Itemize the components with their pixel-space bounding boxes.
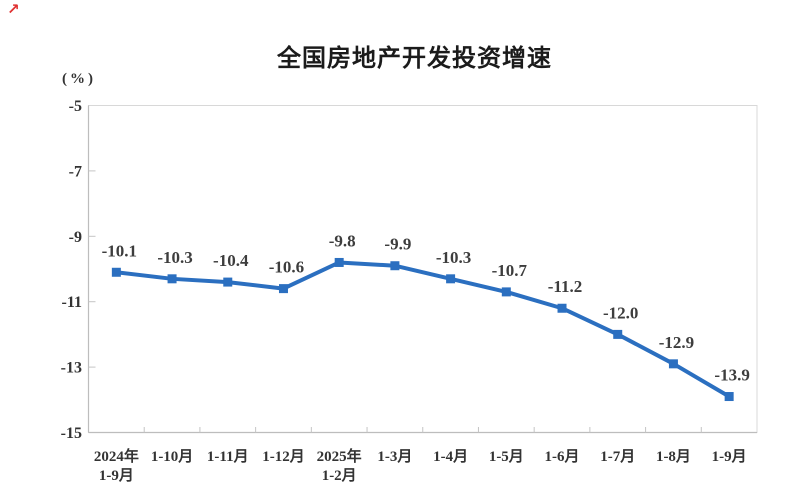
- data-point-marker: [501, 287, 511, 297]
- x-axis-label: 1-11月: [207, 448, 249, 465]
- data-point-marker: [334, 257, 344, 267]
- x-axis-label: 1-7月: [600, 448, 635, 465]
- data-point-marker: [390, 261, 400, 271]
- x-axis-label: 1-4月: [433, 448, 468, 465]
- x-axis-label: 2024年 1-9月: [94, 447, 139, 484]
- data-point-marker: [111, 267, 121, 277]
- x-axis-label: 1-9月: [712, 448, 747, 465]
- data-point-label: -10.3: [157, 248, 192, 267]
- x-axis-label: 1-10月: [151, 448, 194, 465]
- y-axis-label: -9: [69, 229, 82, 246]
- y-axis-unit-label: (%): [62, 71, 96, 87]
- x-axis-label: 1-6月: [545, 448, 580, 465]
- y-axis-label: -15: [61, 425, 82, 442]
- data-point-label: -10.7: [492, 261, 528, 280]
- data-point-label: -10.3: [436, 248, 471, 267]
- data-point-label: -13.9: [714, 366, 749, 385]
- y-axis-label: -13: [61, 360, 82, 377]
- data-point-marker: [668, 359, 678, 369]
- y-axis-label: -7: [69, 163, 82, 180]
- data-point-label: -12.0: [603, 303, 638, 322]
- data-point-marker: [557, 303, 567, 313]
- trend-line: [114, 260, 732, 399]
- data-point-label: -12.9: [659, 333, 694, 352]
- data-point-marker: [613, 329, 623, 339]
- data-point-label: -10.4: [213, 251, 249, 270]
- data-point-marker: [223, 277, 233, 287]
- x-axis-label: 1-8月: [656, 448, 691, 465]
- chart-title: 全国房地产开发投资增速: [277, 45, 552, 72]
- x-axis-label: 2025年 1-2月: [317, 447, 362, 484]
- data-point-label: -9.8: [329, 231, 356, 250]
- plot-border: [88, 105, 758, 433]
- data-point-label: -10.1: [102, 241, 137, 260]
- data-point-label: -9.9: [384, 235, 411, 254]
- y-axis-label: -5: [69, 98, 82, 115]
- x-axis-label: 1-3月: [377, 448, 412, 465]
- data-point-marker: [724, 392, 734, 402]
- data-point-marker: [278, 284, 288, 294]
- x-axis-label: 1-5月: [489, 448, 524, 465]
- data-point-marker: [446, 274, 456, 284]
- y-axis-label: -11: [62, 294, 82, 311]
- data-point-label: -11.2: [548, 277, 582, 296]
- data-point-label: -10.6: [269, 258, 304, 277]
- trend-arrow-icon: ↗: [7, 0, 20, 18]
- x-axis-label: 1-12月: [262, 448, 305, 465]
- data-point-marker: [167, 274, 177, 284]
